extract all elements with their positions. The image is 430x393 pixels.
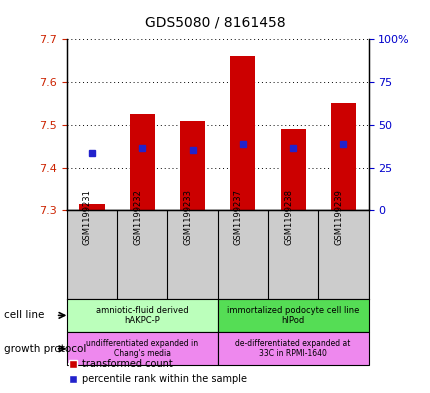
Text: GSM1199231: GSM1199231 xyxy=(83,189,92,245)
Text: GDS5080 / 8161458: GDS5080 / 8161458 xyxy=(145,16,285,30)
Bar xyxy=(330,103,355,210)
Text: GSM1199233: GSM1199233 xyxy=(183,189,192,245)
Text: amniotic-fluid derived
hAKPC-P: amniotic-fluid derived hAKPC-P xyxy=(96,306,188,325)
Text: immortalized podocyte cell line
hIPod: immortalized podocyte cell line hIPod xyxy=(226,306,359,325)
Bar xyxy=(79,204,104,210)
Text: GSM1199238: GSM1199238 xyxy=(283,189,292,245)
Bar xyxy=(67,332,217,365)
Bar xyxy=(230,57,255,210)
Text: GSM1199239: GSM1199239 xyxy=(334,189,343,245)
Bar xyxy=(67,299,217,332)
Text: undifferentiated expanded in
Chang's media: undifferentiated expanded in Chang's med… xyxy=(86,339,198,358)
Bar xyxy=(280,129,305,210)
Text: cell line: cell line xyxy=(4,310,45,320)
Text: de-differentiated expanded at
33C in RPMI-1640: de-differentiated expanded at 33C in RPM… xyxy=(235,339,350,358)
Legend: transformed count, percentile rank within the sample: transformed count, percentile rank withi… xyxy=(65,356,250,388)
Text: GSM1199237: GSM1199237 xyxy=(233,189,242,245)
Text: GSM1199232: GSM1199232 xyxy=(133,189,142,245)
Bar xyxy=(180,121,205,210)
Bar xyxy=(217,332,368,365)
Bar xyxy=(217,299,368,332)
Bar xyxy=(129,114,154,210)
Text: growth protocol: growth protocol xyxy=(4,344,86,354)
